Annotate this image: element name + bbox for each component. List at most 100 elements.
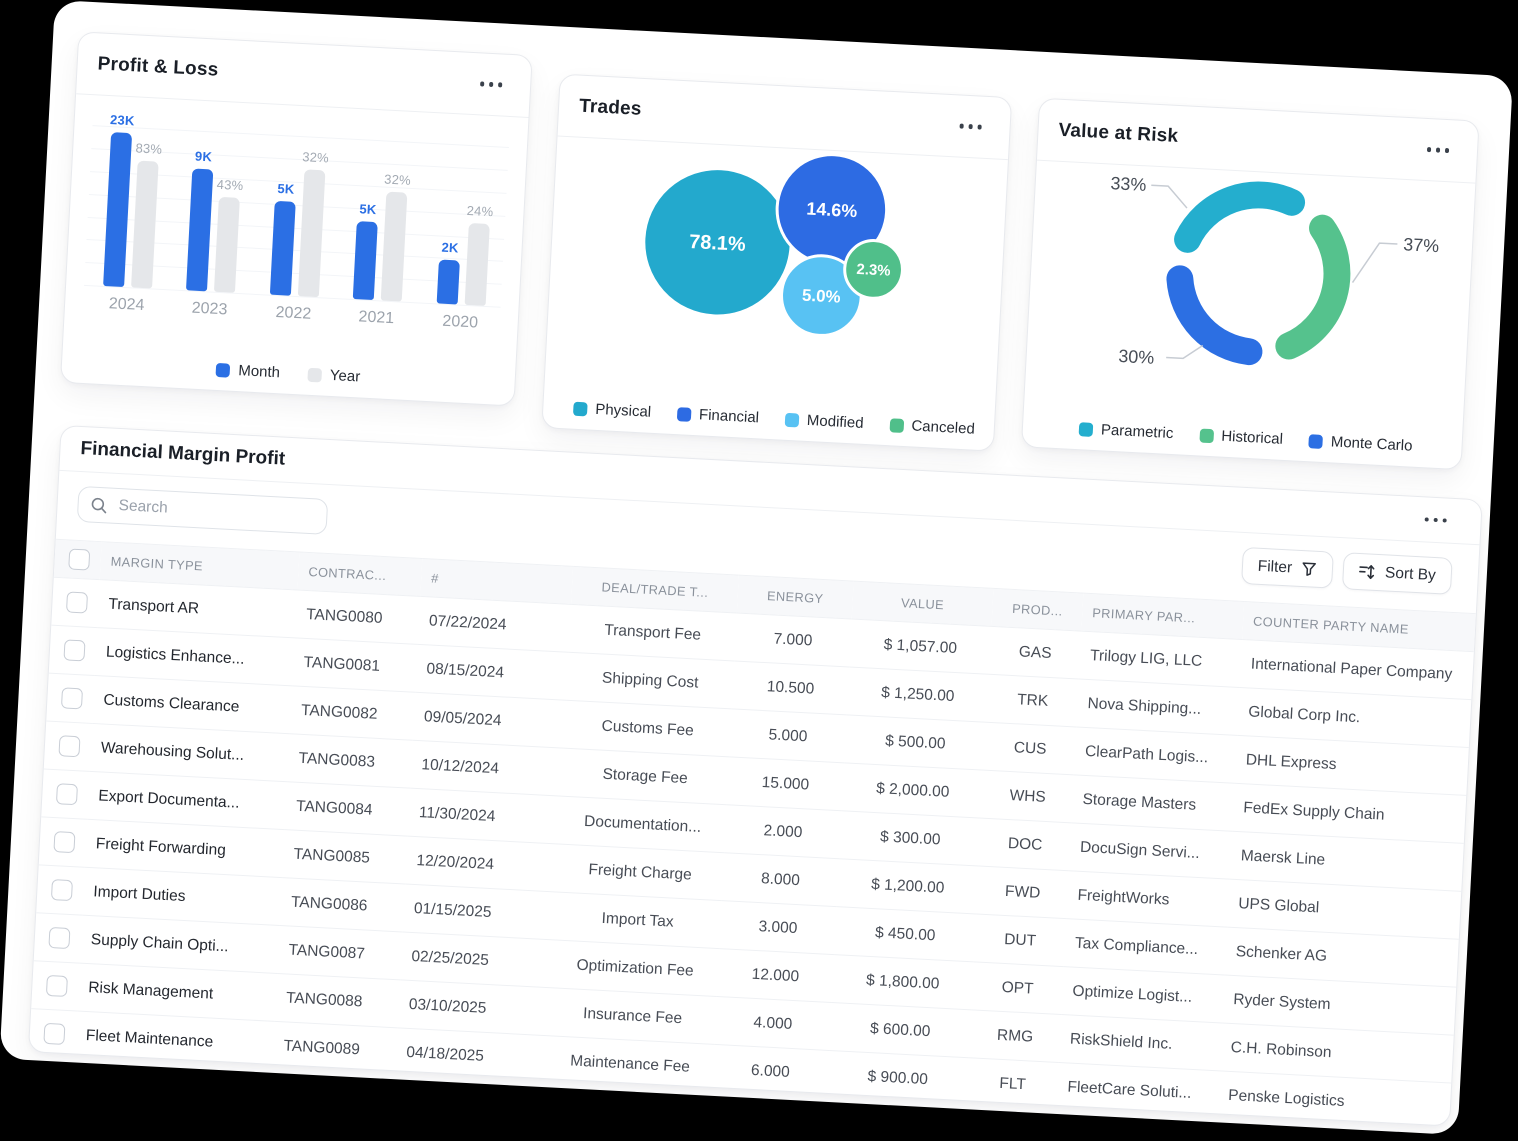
cell-number: 02/25/2025 <box>400 931 554 988</box>
trades-legend: Physical Financial Modified Canceled <box>572 400 986 439</box>
legend-item-modified[interactable]: Modified <box>784 411 864 432</box>
cell-number: 07/22/2024 <box>417 596 572 653</box>
bar-percent-label: 32% <box>301 149 330 166</box>
x-axis-label: 2021 <box>358 308 395 328</box>
profit-loss-legend: Month Year <box>62 353 515 394</box>
bar-percent-label: 83% <box>135 140 163 157</box>
search-box[interactable] <box>76 485 329 535</box>
row-checkbox-cell <box>33 912 83 964</box>
legend-item-financial[interactable]: Financial <box>676 405 759 426</box>
cell-primary-party: Nova Shipping... <box>1076 679 1240 736</box>
x-axis-label: 2022 <box>275 303 312 323</box>
bar-percent-label: 24% <box>466 202 494 220</box>
bar-percent-label: 43% <box>216 176 244 194</box>
column-header-energy[interactable]: ENERGY <box>736 575 854 620</box>
value-at-risk-menu-button[interactable] <box>1418 139 1458 161</box>
sort-by-button[interactable]: Sort By <box>1342 552 1453 595</box>
ellipsis-icon <box>497 82 503 88</box>
bar-year-2023 <box>213 196 240 293</box>
row-checkbox[interactable] <box>60 687 84 710</box>
bar-month-2022 <box>269 200 296 296</box>
cell-value: $ 500.00 <box>844 714 987 771</box>
profit-loss-card: Profit & Loss 23K 83% 2024 9K 43% 2023 5K 32% 20… <box>59 31 533 407</box>
search-input[interactable] <box>116 495 315 527</box>
legend-item-month[interactable]: Month <box>216 361 280 381</box>
gridline <box>85 262 502 285</box>
donut-percent-label: 37% <box>1403 234 1440 256</box>
select-all-checkbox[interactable] <box>68 548 91 571</box>
gridline <box>90 171 507 194</box>
bar-month-2020 <box>436 259 460 305</box>
row-checkbox-cell <box>31 960 80 1012</box>
row-checkbox[interactable] <box>58 735 81 758</box>
financial-margin-profit-card: Financial Margin Profit Filter <box>27 424 1483 1127</box>
legend-item-year[interactable]: Year <box>307 366 361 385</box>
legend-item-canceled[interactable]: Canceled <box>889 416 975 438</box>
row-checkbox-cell <box>51 577 100 628</box>
bubble-financial <box>775 153 889 266</box>
trades-menu-button[interactable] <box>951 115 991 137</box>
cell-value: $ 1,800.00 <box>831 954 974 1010</box>
legend-swatch-icon <box>1308 433 1324 449</box>
bubble-canceled <box>843 239 904 300</box>
ellipsis-icon <box>959 123 964 129</box>
cell-primary-party: RiskShield Inc. <box>1058 1014 1223 1071</box>
row-checkbox[interactable] <box>50 879 73 902</box>
ellipsis-icon <box>968 124 973 129</box>
row-checkbox[interactable] <box>48 926 71 950</box>
cell-primary-party: Trilogy LIG, LLC <box>1078 631 1243 688</box>
row-checkbox[interactable] <box>53 831 76 854</box>
bar-year-2021 <box>380 191 408 302</box>
row-checkbox-cell <box>41 768 90 820</box>
callout-line <box>1351 242 1398 283</box>
cell-deal-type: Documentation... <box>558 796 727 853</box>
legend-item-monte-carlo[interactable]: Monte Carlo <box>1308 432 1413 455</box>
gridline <box>88 193 506 217</box>
legend-swatch-icon <box>572 401 588 416</box>
legend-item-historical[interactable]: Historical <box>1198 426 1284 448</box>
cell-prod: TRK <box>986 674 1079 727</box>
row-checkbox[interactable] <box>43 1022 66 1045</box>
profit-loss-title: Profit & Loss <box>97 52 219 81</box>
legend-label: Historical <box>1220 427 1284 448</box>
cell-primary-party: FreightWorks <box>1066 870 1230 928</box>
row-checkbox[interactable] <box>45 974 68 997</box>
cell-energy: 6.000 <box>711 1044 830 1099</box>
column-header-prod[interactable]: PROD... <box>991 588 1084 632</box>
legend-swatch-icon <box>784 412 800 428</box>
cell-contract: TANG0084 <box>284 781 411 837</box>
donut-segment-parametric <box>1174 181 1306 253</box>
bar-value-label: 9K <box>194 148 213 165</box>
cell-prod: WHS <box>981 770 1074 823</box>
cell-energy: 8.000 <box>721 852 840 907</box>
filter-button-label: Filter <box>1257 557 1293 577</box>
cell-energy: 2.000 <box>724 804 842 859</box>
cell-energy: 5.000 <box>729 708 847 763</box>
legend-swatch-icon <box>216 362 231 378</box>
row-checkbox[interactable] <box>55 783 78 806</box>
legend-item-parametric[interactable]: Parametric <box>1078 420 1174 442</box>
filter-button[interactable]: Filter <box>1240 546 1335 589</box>
legend-item-physical[interactable]: Physical <box>572 400 652 421</box>
profit-loss-menu-button[interactable] <box>471 73 511 95</box>
cell-contract: TANG0083 <box>287 733 413 789</box>
search-icon <box>90 496 108 514</box>
value-at-risk-header: Value at Risk <box>1036 98 1479 184</box>
bar-percent-label: 32% <box>383 171 412 188</box>
donut-percent-label: 33% <box>1110 173 1147 195</box>
cell-number: 03/10/2025 <box>397 979 551 1036</box>
bubble-percent-label: 5.0% <box>802 286 841 307</box>
cell-energy: 3.000 <box>719 900 837 955</box>
bar-value-label: 2K <box>441 239 459 256</box>
bubble-percent-label: 14.6% <box>806 199 858 222</box>
cell-primary-party: ClearPath Logis... <box>1073 726 1238 784</box>
column-header-contract[interactable]: CONTRAC... <box>297 552 423 597</box>
row-checkbox[interactable] <box>65 591 89 614</box>
cell-prod: GAS <box>988 626 1082 680</box>
table-menu-button[interactable] <box>1416 509 1456 531</box>
row-checkbox[interactable] <box>63 639 86 662</box>
cell-primary-party: Storage Masters <box>1071 774 1235 832</box>
ellipsis-icon <box>1426 147 1432 152</box>
cell-energy: 4.000 <box>714 996 832 1051</box>
bar-year-2022 <box>297 169 326 298</box>
